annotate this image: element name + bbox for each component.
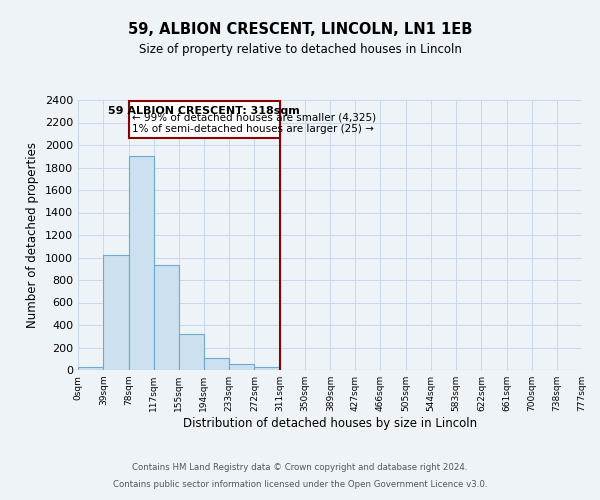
Bar bbox=[229, 364, 254, 370]
Text: Contains public sector information licensed under the Open Government Licence v3: Contains public sector information licen… bbox=[113, 480, 487, 489]
Bar bbox=[204, 358, 229, 370]
Text: 59 ALBION CRESCENT: 318sqm: 59 ALBION CRESCENT: 318sqm bbox=[108, 106, 300, 116]
X-axis label: Distribution of detached houses by size in Lincoln: Distribution of detached houses by size … bbox=[183, 417, 477, 430]
Text: 1% of semi-detached houses are larger (25) →: 1% of semi-detached houses are larger (2… bbox=[133, 124, 374, 134]
Text: 59, ALBION CRESCENT, LINCOLN, LN1 1EB: 59, ALBION CRESCENT, LINCOLN, LN1 1EB bbox=[128, 22, 472, 38]
Text: Contains HM Land Registry data © Crown copyright and database right 2024.: Contains HM Land Registry data © Crown c… bbox=[132, 464, 468, 472]
Bar bbox=[78, 367, 103, 370]
Bar bbox=[179, 334, 204, 370]
Bar bbox=[128, 156, 154, 370]
FancyBboxPatch shape bbox=[128, 101, 280, 138]
Bar bbox=[254, 366, 280, 370]
Y-axis label: Number of detached properties: Number of detached properties bbox=[26, 142, 40, 328]
Text: ← 99% of detached houses are smaller (4,325): ← 99% of detached houses are smaller (4,… bbox=[133, 113, 377, 123]
Text: Size of property relative to detached houses in Lincoln: Size of property relative to detached ho… bbox=[139, 42, 461, 56]
Bar bbox=[103, 254, 128, 370]
Bar bbox=[154, 266, 179, 370]
